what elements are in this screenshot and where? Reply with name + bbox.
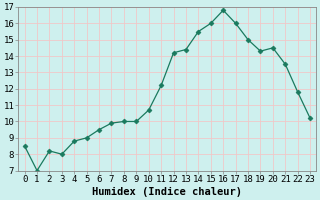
- X-axis label: Humidex (Indice chaleur): Humidex (Indice chaleur): [92, 186, 242, 197]
